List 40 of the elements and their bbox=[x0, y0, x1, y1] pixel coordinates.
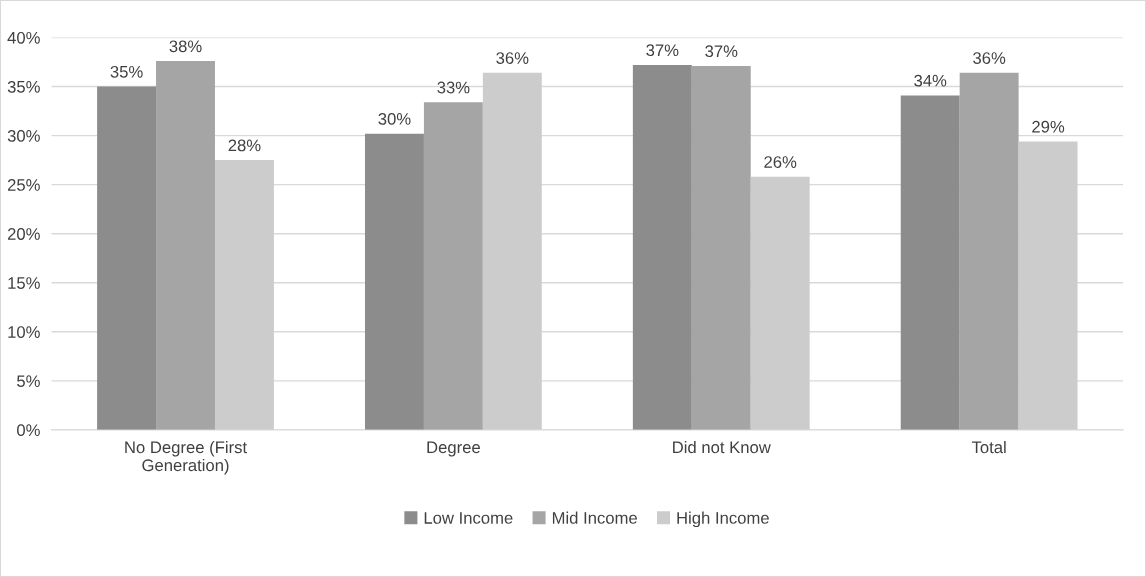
y-tick-label: 40% bbox=[7, 31, 40, 44]
bar bbox=[632, 64, 692, 430]
data-label: 34% bbox=[914, 74, 947, 87]
x-tick-label: Total bbox=[971, 440, 1006, 454]
y-tick-label: 5% bbox=[17, 375, 40, 388]
y-tick-label: 30% bbox=[7, 130, 40, 142]
bar bbox=[691, 65, 751, 430]
y-tick-label: 20% bbox=[7, 228, 40, 240]
data-label: 28% bbox=[228, 139, 261, 152]
data-label: 35% bbox=[110, 65, 143, 78]
bar bbox=[1018, 141, 1078, 430]
bar bbox=[750, 176, 810, 430]
data-label: 38% bbox=[169, 40, 202, 53]
legend-label: Mid Income bbox=[552, 511, 637, 524]
x-tick-label: No Degree (First Generation) bbox=[125, 440, 247, 475]
y-tick-label: 0% bbox=[17, 424, 40, 437]
legend-label: Low Income bbox=[424, 512, 513, 524]
y-tick-label: 35% bbox=[7, 80, 40, 93]
data-label: 36% bbox=[496, 52, 529, 64]
bar bbox=[156, 61, 215, 430]
legend-label: High Income bbox=[677, 511, 769, 528]
y-tick-label: 10% bbox=[8, 326, 40, 338]
data-label: 29% bbox=[1032, 120, 1065, 133]
data-label: 30% bbox=[378, 112, 411, 125]
bar bbox=[959, 72, 1019, 430]
bar bbox=[900, 95, 960, 430]
y-tick-label: 15% bbox=[8, 277, 40, 289]
x-tick-label: Did not Know bbox=[673, 440, 771, 454]
bar bbox=[364, 133, 424, 430]
data-label: 26% bbox=[764, 156, 797, 168]
bar bbox=[97, 86, 157, 430]
data-label: 37% bbox=[646, 44, 679, 57]
bar bbox=[423, 102, 483, 430]
bar bbox=[214, 160, 274, 430]
bar bbox=[482, 72, 542, 430]
data-label: 37% bbox=[705, 45, 738, 58]
data-label: 36% bbox=[973, 52, 1006, 64]
y-tick-label: 25% bbox=[7, 179, 40, 191]
data-label: 33% bbox=[437, 81, 470, 94]
x-tick-label: Degree bbox=[427, 441, 480, 457]
